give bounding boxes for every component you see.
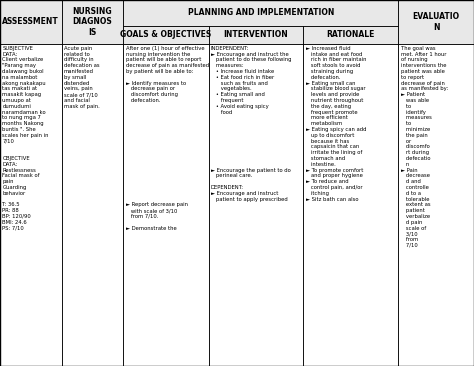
FancyBboxPatch shape <box>62 0 123 44</box>
FancyBboxPatch shape <box>209 26 303 44</box>
Bar <box>62 0 123 44</box>
Bar <box>398 44 474 366</box>
Text: RATIONALE: RATIONALE <box>327 30 375 39</box>
Text: PLANNING AND IMPLEMENTATION: PLANNING AND IMPLEMENTATION <box>188 8 334 17</box>
FancyBboxPatch shape <box>123 0 398 26</box>
Text: INTERVENTION: INTERVENTION <box>224 30 288 39</box>
Bar <box>123 26 209 44</box>
Bar <box>123 0 398 26</box>
Text: GOALS & OBJECTIVES: GOALS & OBJECTIVES <box>120 30 211 39</box>
FancyBboxPatch shape <box>398 0 474 44</box>
Bar <box>0 0 62 44</box>
Bar <box>0 44 62 366</box>
FancyBboxPatch shape <box>0 0 62 44</box>
Text: NURSING
DIAGNOS
IS: NURSING DIAGNOS IS <box>73 7 112 37</box>
Text: SUBJECTIVE
DATA:
Client verbalize
"Parang may
dalawang bukol
na malambot
akong n: SUBJECTIVE DATA: Client verbalize "Paran… <box>2 46 49 231</box>
Bar <box>123 44 209 366</box>
Text: INDEPENDENT:
► Encourage and instruct the
   patient to do these following
   me: INDEPENDENT: ► Encourage and instruct th… <box>211 46 292 202</box>
Bar <box>303 26 398 44</box>
Text: Acute pain
related to
difficulty in
defecation as
manifested
by small
distended
: Acute pain related to difficulty in defe… <box>64 46 100 109</box>
Bar <box>62 44 123 366</box>
FancyBboxPatch shape <box>123 26 209 44</box>
Text: After one (1) hour of effective
nursing intervention the
patient will be able to: After one (1) hour of effective nursing … <box>126 46 209 231</box>
Text: The goal was
met. After 1 hour
of nursing
interventions the
patient was able
to : The goal was met. After 1 hour of nursin… <box>401 46 447 248</box>
Bar <box>209 44 303 366</box>
Text: ASSESSMENT: ASSESSMENT <box>2 18 59 26</box>
Bar <box>398 0 474 44</box>
Text: EVALUATIO
N: EVALUATIO N <box>412 12 460 32</box>
FancyBboxPatch shape <box>303 26 398 44</box>
Text: ► Increased fluid
   intake and eat food
   rich in fiber maintain
   soft stool: ► Increased fluid intake and eat food ri… <box>306 46 366 202</box>
Bar <box>209 26 303 44</box>
Bar <box>303 44 398 366</box>
